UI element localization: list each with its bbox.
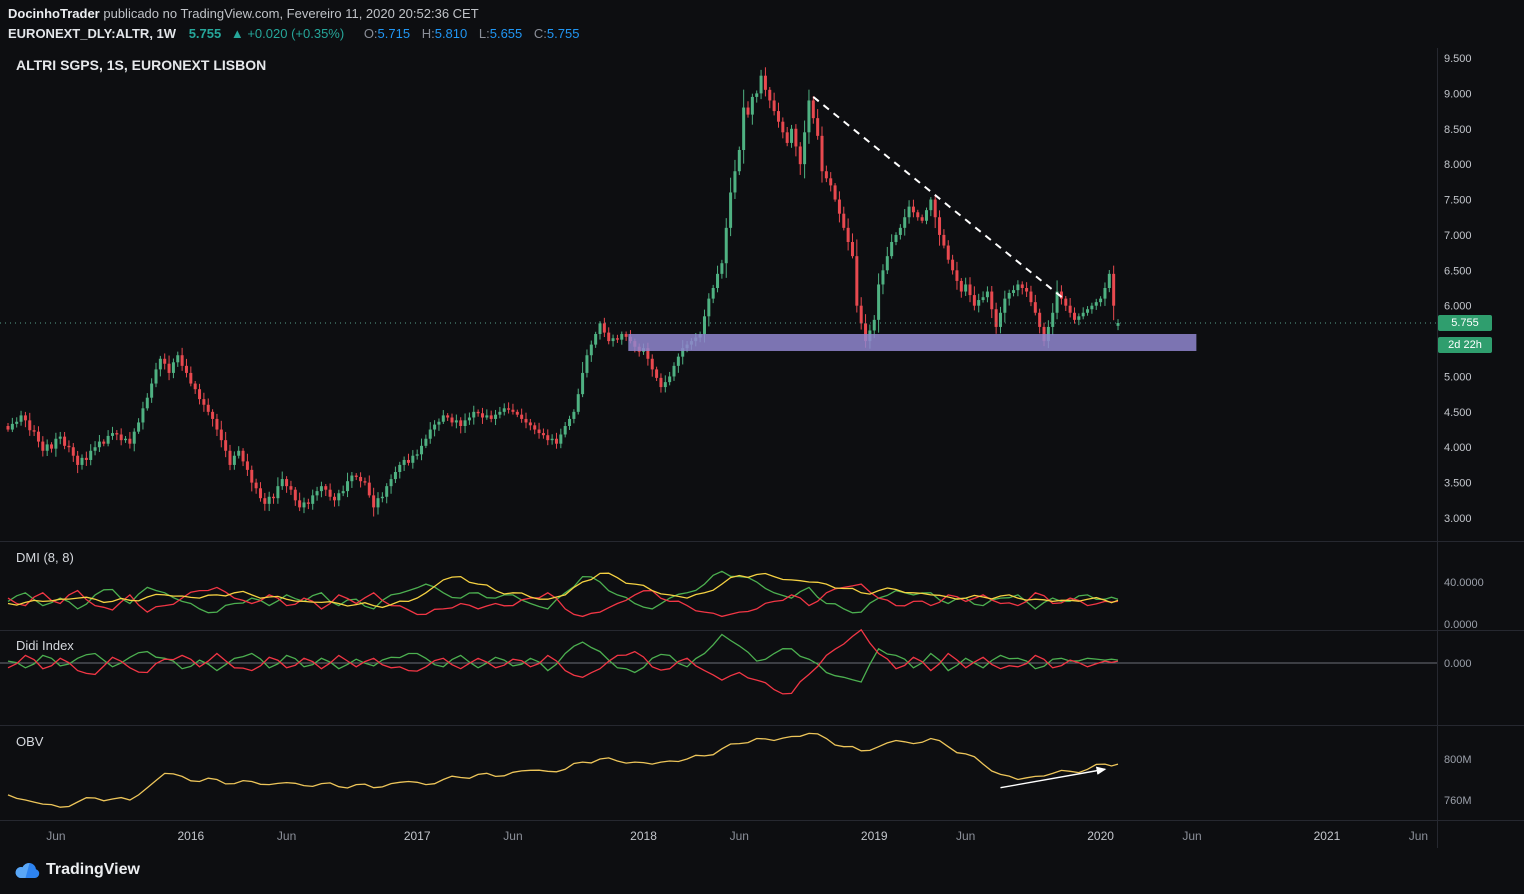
time-tick: Jun xyxy=(277,829,296,843)
obv-tick: 800M xyxy=(1444,754,1472,766)
symbol-name: EURONEXT_DLY:ALTR, 1W xyxy=(8,26,177,41)
open-label: O: xyxy=(363,26,378,41)
high-label: H: xyxy=(421,26,435,41)
author-name: DocinhoTrader xyxy=(8,6,100,21)
time-tick: Jun xyxy=(1182,829,1201,843)
dmi-line-ADX xyxy=(7,572,1119,609)
support-zone xyxy=(628,334,1197,351)
price-tick: 6.000 xyxy=(1444,301,1472,313)
symbol-line: EURONEXT_DLY:ALTR, 1W 5.755 ▲ +0.020 (+0… xyxy=(8,26,579,41)
dmi-tick: 0.0000 xyxy=(1444,619,1478,631)
price-tick: 3.000 xyxy=(1444,513,1472,525)
tradingview-logo-icon[interactable] xyxy=(12,856,42,886)
close-value: 5.755 xyxy=(546,26,580,41)
close-label: C: xyxy=(533,26,547,41)
dmi-line-+DI xyxy=(7,570,1119,614)
didi-legend: Didi Index xyxy=(16,638,74,653)
dmi-line--DI xyxy=(7,583,1119,618)
price-tick: 9.500 xyxy=(1444,53,1472,65)
low-value: 5.655 xyxy=(489,26,523,41)
publish-info: publicado no TradingView.com, Fevereiro … xyxy=(99,6,479,21)
price-tick: 7.000 xyxy=(1444,230,1472,242)
price-tick: 9.000 xyxy=(1444,88,1472,100)
time-tick: 2016 xyxy=(177,829,204,843)
price-tick: 8.500 xyxy=(1444,124,1472,136)
last-price-value: 5.755 xyxy=(188,26,222,41)
obv-line xyxy=(7,732,1119,808)
dmi-legend: DMI (8, 8) xyxy=(16,550,74,565)
trendline xyxy=(812,96,1065,300)
high-value: 5.810 xyxy=(434,26,468,41)
brand-text[interactable]: TradingView xyxy=(46,861,140,878)
main-chart-legend: ALTRI SGPS, 1S, EURONEXT LISBON xyxy=(16,57,267,73)
time-tick: 2018 xyxy=(630,829,657,843)
time-tick: Jun xyxy=(503,829,522,843)
candles-layer xyxy=(6,67,1120,517)
time-tick: Jun xyxy=(1409,829,1428,843)
bar-countdown-badge: 2d 22h xyxy=(1438,337,1492,353)
price-tick: 4.500 xyxy=(1444,407,1472,419)
time-axis[interactable] xyxy=(0,820,1437,848)
price-tick: 8.000 xyxy=(1444,159,1472,171)
price-tick: 5.000 xyxy=(1444,371,1472,383)
time-tick: Jun xyxy=(956,829,975,843)
price-axis[interactable] xyxy=(1437,48,1524,820)
price-tick: 7.500 xyxy=(1444,195,1472,207)
didi-line-didi-slow xyxy=(7,628,1119,695)
obv-tick: 760M xyxy=(1444,795,1472,807)
obv-legend: OBV xyxy=(16,734,44,749)
publish-line: DocinhoTrader publicado no TradingView.c… xyxy=(8,6,479,21)
time-tick: Jun xyxy=(46,829,65,843)
obv-trend-arrow xyxy=(1000,766,1107,789)
time-tick: 2020 xyxy=(1087,829,1114,843)
price-tick: 3.500 xyxy=(1444,478,1472,490)
dmi-tick: 40.0000 xyxy=(1444,577,1484,589)
price-tick: 6.500 xyxy=(1444,265,1472,277)
didi-tick: 0.000 xyxy=(1444,658,1472,670)
last-price-badge: 5.755 xyxy=(1438,315,1492,331)
price-tick: 4.000 xyxy=(1444,442,1472,454)
time-tick: 2021 xyxy=(1314,829,1341,843)
didi-line-didi-fast xyxy=(7,633,1119,683)
time-tick: Jun xyxy=(730,829,749,843)
open-value: 5.715 xyxy=(377,26,411,41)
low-label: L: xyxy=(478,26,490,41)
footer-bar: TradingView xyxy=(0,848,1524,894)
time-tick: 2017 xyxy=(404,829,431,843)
price-change: ▲ +0.020 (+0.35%) xyxy=(230,26,345,41)
time-tick: 2019 xyxy=(861,829,888,843)
